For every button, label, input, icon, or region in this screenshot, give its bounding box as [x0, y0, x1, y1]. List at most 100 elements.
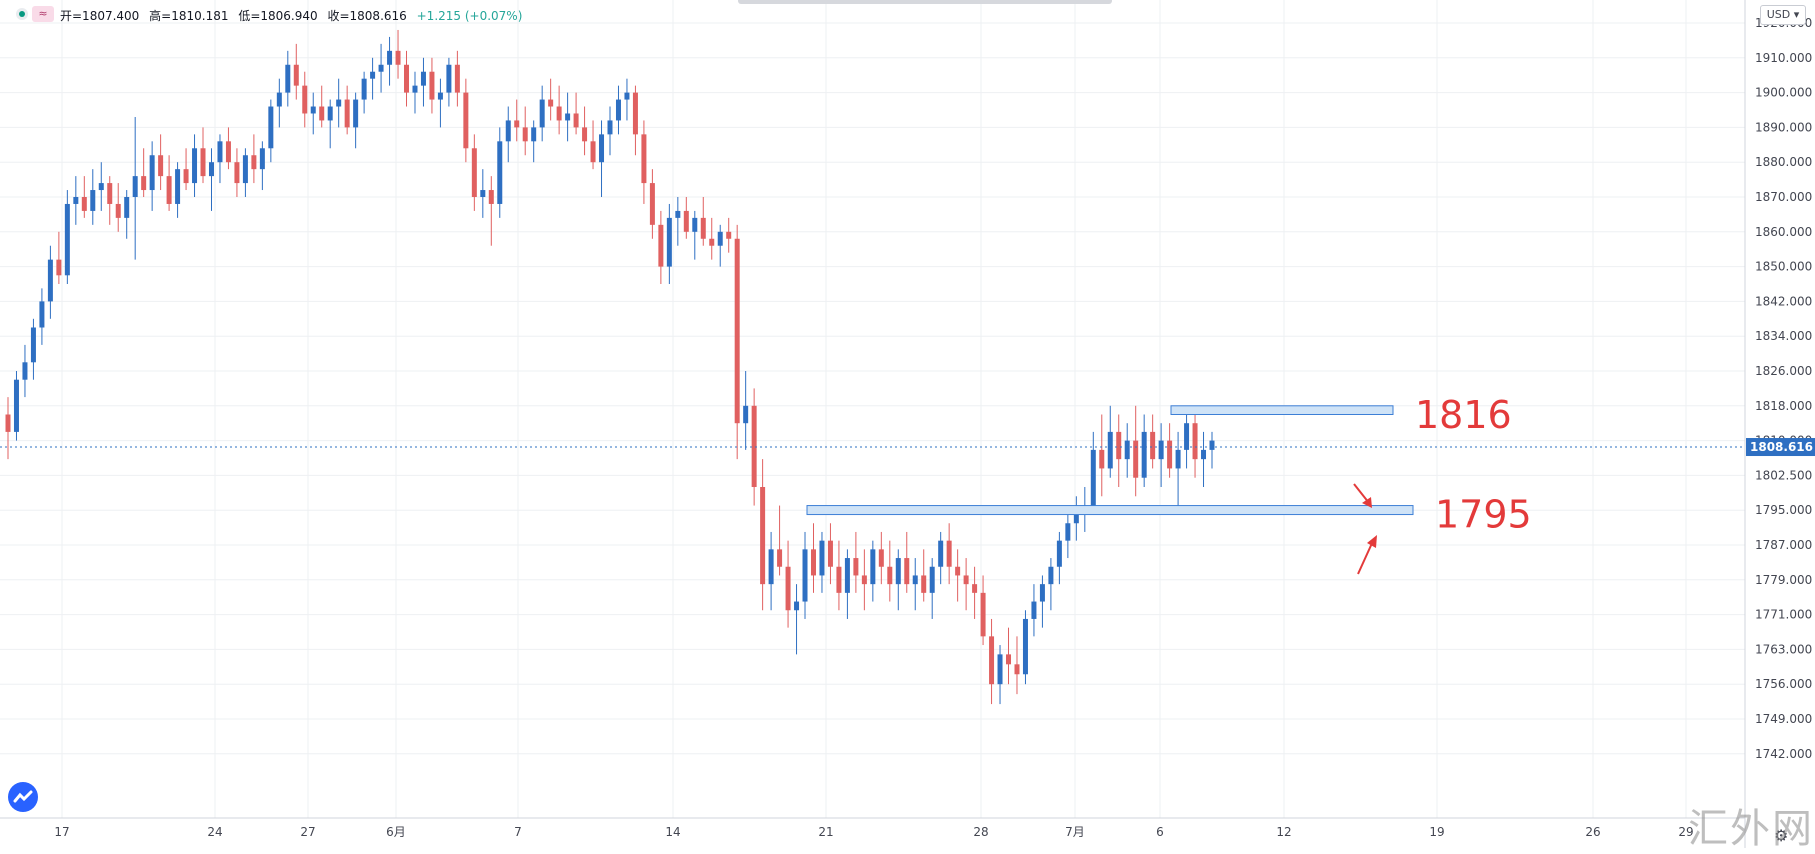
candle-body: [929, 566, 935, 593]
y-tick-label: 1818.000: [1755, 399, 1812, 413]
candle-body: [234, 162, 240, 184]
candle-body: [480, 190, 486, 197]
candle-body: [225, 141, 231, 163]
candle-body: [989, 636, 995, 685]
candle-body: [90, 190, 96, 211]
candle-body: [1150, 431, 1156, 460]
candle-body: [624, 92, 630, 100]
y-tick-label: 1826.000: [1755, 364, 1812, 378]
candle-body: [1192, 423, 1198, 460]
candle-body: [149, 155, 155, 191]
candle-body: [590, 141, 596, 163]
candle-body: [446, 64, 452, 93]
x-tick-label: 12: [1276, 825, 1291, 839]
candle-body: [395, 50, 401, 65]
candle-body: [1090, 449, 1096, 506]
candle-body: [565, 113, 571, 121]
candle-body: [47, 259, 53, 302]
candle-body: [429, 71, 435, 100]
candle-body: [437, 92, 443, 100]
candle-body: [861, 575, 867, 585]
candle-body: [1158, 440, 1164, 460]
candle-body: [548, 99, 554, 107]
wave-icon: ≈: [38, 7, 48, 20]
close-value: 收=1808.616: [327, 9, 407, 23]
x-tick-label: 7月: [1065, 825, 1085, 839]
currency-label: USD: [1766, 8, 1791, 21]
candle-body: [208, 162, 214, 177]
candle-body: [514, 120, 520, 128]
candle-body: [700, 217, 706, 239]
candle-body: [22, 362, 28, 380]
y-tick-label: 1870.000: [1755, 190, 1812, 204]
candle-body: [539, 99, 545, 128]
y-tick-label: 1795.000: [1755, 503, 1812, 517]
candle-body: [30, 327, 36, 363]
zone-price-label: 1795: [1435, 493, 1532, 537]
candle-body: [132, 176, 138, 197]
candle-body: [1031, 601, 1037, 619]
candle-body: [607, 120, 613, 135]
candle-body: [327, 106, 333, 121]
candle-body: [488, 190, 494, 204]
candle-body: [1014, 664, 1020, 675]
x-tick-label: 14: [665, 825, 680, 839]
candle-body: [1073, 514, 1079, 524]
candle-body: [522, 127, 528, 142]
current-price-tag: [1746, 438, 1815, 457]
gear-icon[interactable]: ⚙: [1774, 826, 1789, 845]
y-tick-label: 1742.000: [1755, 747, 1812, 761]
currency-selector[interactable]: USD ▾: [1760, 5, 1806, 25]
candle-body: [404, 64, 410, 93]
candle-body: [13, 379, 19, 432]
candle-body: [573, 113, 579, 128]
live-dot-icon: [16, 8, 28, 20]
candle-body: [259, 148, 265, 170]
change-value: +1.215 (+0.07%): [416, 9, 523, 23]
y-tick-label: 1880.000: [1755, 155, 1812, 169]
y-tick-label: 1850.000: [1755, 260, 1812, 274]
candle-body: [370, 71, 376, 79]
candle-body: [1065, 523, 1071, 541]
candle-body: [641, 134, 647, 184]
candle-body: [1124, 440, 1130, 460]
drawing-toolbar-tab[interactable]: [738, 0, 1112, 4]
candle-body: [1039, 584, 1045, 602]
candle-body: [107, 183, 113, 204]
candle-body: [81, 197, 87, 211]
candle-body: [768, 549, 774, 585]
candle-body: [666, 217, 672, 267]
candle-body: [726, 231, 732, 239]
candle-body: [251, 155, 257, 170]
candle-body: [836, 566, 842, 593]
tradingview-logo-icon[interactable]: [8, 782, 38, 812]
candle-body: [98, 183, 104, 191]
candle-body: [980, 592, 986, 637]
compare-button[interactable]: ≈: [32, 6, 54, 22]
candle-body: [56, 259, 62, 276]
candle-body: [361, 78, 367, 100]
y-tick-label: 1763.000: [1755, 642, 1812, 656]
candle-body: [827, 540, 833, 567]
candle-body: [5, 414, 11, 432]
candle-body: [73, 197, 79, 204]
candle-body: [1116, 431, 1122, 460]
candle-body: [632, 92, 638, 135]
candle-body: [777, 549, 783, 567]
candle-body: [471, 148, 477, 197]
candle-body: [39, 301, 45, 328]
candle-body: [1201, 449, 1207, 460]
candle-body: [955, 566, 961, 576]
candle-body: [760, 487, 766, 585]
candle-body: [997, 654, 1003, 685]
candle-body: [963, 575, 969, 585]
arrow-down-head: [1362, 497, 1372, 508]
candle-body: [794, 601, 800, 611]
logo-cloud-icon: [13, 790, 33, 803]
candle-body: [912, 575, 918, 585]
x-tick-label: 26: [1585, 825, 1600, 839]
candle-body: [946, 540, 952, 567]
candle-body: [310, 106, 316, 114]
